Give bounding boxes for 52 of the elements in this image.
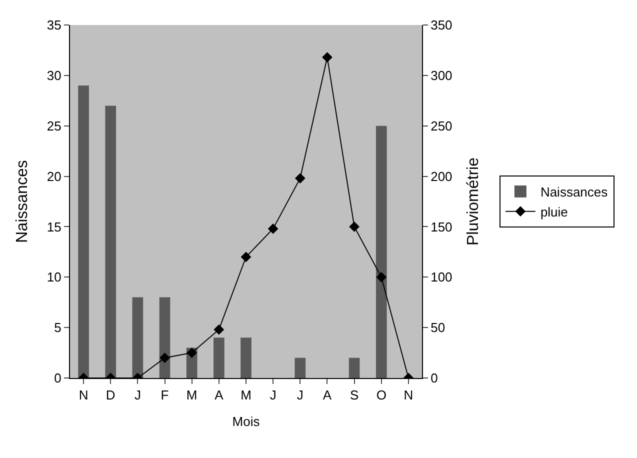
y-tick-label: 10 xyxy=(46,270,62,285)
point xyxy=(322,52,332,62)
bar xyxy=(348,358,360,378)
x-tick-label: F xyxy=(160,388,169,403)
bar xyxy=(105,106,116,378)
x-tick-label: J xyxy=(270,388,276,403)
x-tick-label: M xyxy=(186,388,198,403)
y2-tick-label: 50 xyxy=(430,320,446,336)
point xyxy=(268,224,278,234)
x-tick-label: J xyxy=(134,388,141,403)
bar xyxy=(294,358,306,378)
x-tick-label: S xyxy=(350,388,359,403)
y2-tick-label: 100 xyxy=(430,270,452,285)
x-tick-label: A xyxy=(322,388,332,403)
y-tick-label: 5 xyxy=(54,320,62,336)
y2-tick-label: 350 xyxy=(430,18,452,33)
y-tick-label: 30 xyxy=(46,68,62,83)
x-tick-label: N xyxy=(78,388,88,403)
y-tick-label: 25 xyxy=(46,118,62,134)
y-tick-label: 20 xyxy=(46,168,62,184)
y2-tick-label: 200 xyxy=(430,168,452,184)
x-tick-label: N xyxy=(404,388,414,403)
y-tick-label: 0 xyxy=(54,370,62,386)
y2-tick-label: 300 xyxy=(430,68,452,83)
legend-label: pluie xyxy=(540,204,568,220)
bar xyxy=(214,338,224,378)
bar xyxy=(376,126,387,378)
point xyxy=(214,324,224,335)
x-tick-label: O xyxy=(376,388,386,403)
x-tick-label: D xyxy=(106,388,116,403)
point xyxy=(349,222,360,232)
bar xyxy=(240,338,252,378)
point xyxy=(240,252,252,262)
x-tick-label: J xyxy=(296,388,304,403)
point xyxy=(160,352,170,364)
y2-tick-label: 150 xyxy=(430,219,452,234)
y-tick-label: 35 xyxy=(46,18,62,33)
bar xyxy=(78,86,89,378)
y2-tick-label: 250 xyxy=(430,118,452,134)
bar xyxy=(159,297,170,378)
bar xyxy=(132,297,144,378)
y-tick-label: 15 xyxy=(46,219,62,234)
legend-label: Naissances xyxy=(540,184,608,200)
x-tick-label: A xyxy=(214,388,224,403)
y2-axis-title: Pluviométrie xyxy=(465,157,482,246)
point xyxy=(376,272,387,282)
x-tick-label: M xyxy=(240,388,252,403)
y2-tick-label: 0 xyxy=(430,370,438,386)
x-axis-title: Mois xyxy=(232,414,260,430)
point xyxy=(294,173,306,184)
y-axis-title: Naissances xyxy=(14,160,31,243)
point xyxy=(186,348,198,358)
